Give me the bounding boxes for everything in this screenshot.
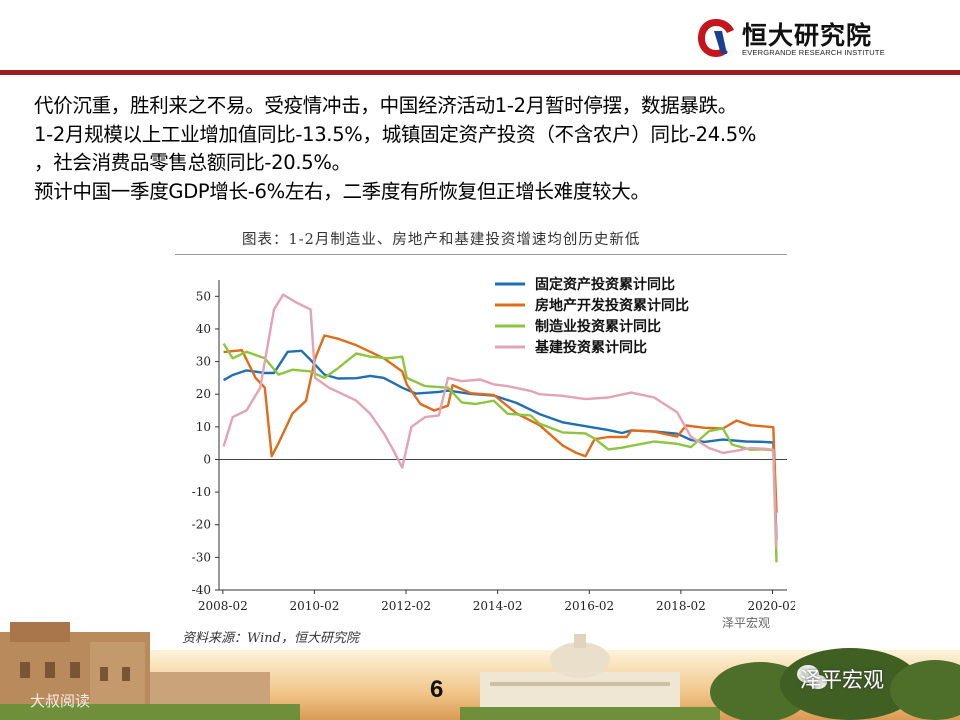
footer-banner bbox=[0, 622, 960, 720]
x-tick-label: 2020-02 bbox=[748, 599, 795, 613]
x-tick-label: 2018-02 bbox=[656, 599, 706, 613]
watermark-center: 泽平宏观 bbox=[722, 616, 771, 630]
y-tick-label: -30 bbox=[192, 550, 211, 564]
y-tick-label: 30 bbox=[196, 355, 211, 369]
x-tick-label: 2014-02 bbox=[473, 599, 523, 613]
x-tick-label: 2012-02 bbox=[381, 599, 431, 613]
series-line-3 bbox=[222, 342, 778, 563]
watermark-left: 大叔阅读 bbox=[30, 692, 91, 710]
logo-subtitle: EVERGRANDE RESEARCH INSTITUTE bbox=[742, 48, 885, 57]
wechat-icon bbox=[797, 665, 827, 689]
chart-title-rule bbox=[175, 254, 787, 255]
chart-lines bbox=[222, 293, 778, 563]
series-line-2 bbox=[223, 334, 778, 513]
intro-line-2: 1-2月规模以上工业增加值同比-13.5%，城镇固定资产投资（不含农户）同比-2… bbox=[34, 122, 757, 146]
chart-axes bbox=[218, 280, 787, 591]
legend-label-2: 房地产开发投资累计同比 bbox=[535, 297, 689, 314]
evergrande-logo-icon bbox=[698, 19, 734, 57]
intro-line-3: ，社会消费品零售总额同比-20.5%。 bbox=[34, 151, 351, 174]
chart-ticks: 50 40 30 20 10 0 -10 -20 -30 -40 2008-02 2010-02 201… bbox=[192, 289, 795, 613]
source-note: 资料来源：Wind，恒大研究院 bbox=[182, 631, 359, 646]
logo-text: 恒大研究院 bbox=[742, 22, 873, 50]
x-tick-label: 2008-02 bbox=[198, 599, 248, 613]
y-tick-label: 0 bbox=[203, 452, 211, 466]
intro-text: 代价沉重，胜利来之不易。受疫情冲击，中国经济活动1-2月暂时停摆，数据暴跌。 1… bbox=[34, 92, 934, 206]
legend-label-1: 固定资产投资累计同比 bbox=[535, 276, 675, 293]
y-tick-label: 20 bbox=[196, 387, 211, 401]
page-number: 6 bbox=[430, 676, 444, 703]
y-tick-label: 40 bbox=[196, 322, 211, 336]
logo: 恒大研究院 EVERGRANDE RESEARCH INSTITUTE bbox=[694, 16, 894, 62]
intro-line-1: 代价沉重，胜利来之不易。受疫情冲击，中国经济活动1-2月暂时停摆，数据暴跌。 bbox=[34, 94, 737, 117]
legend-label-3: 制造业投资累计同比 bbox=[535, 318, 661, 335]
footer-trees-right-icon bbox=[710, 648, 960, 720]
y-tick-label: -10 bbox=[192, 485, 211, 499]
y-tick-label: -40 bbox=[192, 583, 211, 597]
series-line-4 bbox=[222, 293, 778, 548]
watermark-right: 泽平宏观 bbox=[800, 668, 884, 692]
y-tick-label: 50 bbox=[196, 289, 211, 303]
footer-capitol-icon bbox=[460, 634, 720, 720]
footer-building-left-icon bbox=[0, 622, 300, 720]
chart-title: 图表：1-2月制造业、房地产和基建投资增速均创历史新低 bbox=[242, 232, 641, 248]
x-tick-label: 2016-02 bbox=[564, 599, 614, 613]
line-chart: 50 40 30 20 10 0 -10 -20 -30 -40 2008-02 2010-02 201… bbox=[192, 276, 795, 613]
y-tick-label: -20 bbox=[192, 518, 211, 532]
legend-label-4: 基建投资累计同比 bbox=[535, 339, 647, 356]
y-tick-label: 10 bbox=[196, 420, 211, 434]
header-divider bbox=[0, 70, 960, 75]
header: 恒大研究院 EVERGRANDE RESEARCH INSTITUTE bbox=[0, 0, 960, 76]
intro-line-4: 预计中国一季度GDP增长-6%左右，二季度有所恢复但正增长难度较大。 bbox=[34, 179, 650, 203]
x-tick-label: 2010-02 bbox=[289, 599, 339, 613]
